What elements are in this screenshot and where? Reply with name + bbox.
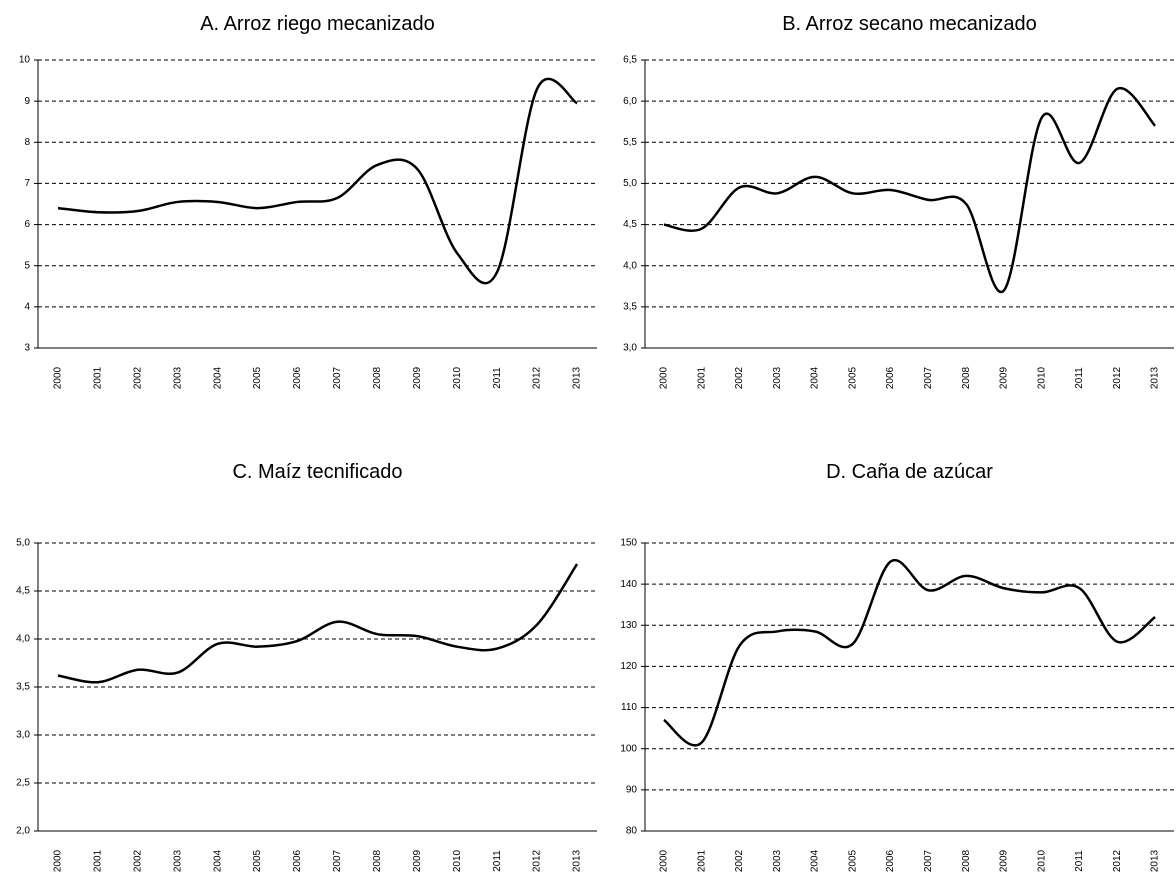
x-tick-label: 2004 <box>810 366 821 389</box>
y-tick-label: 6,0 <box>623 96 637 107</box>
x-tick-label: 2000 <box>53 849 64 872</box>
x-tick-label: 2006 <box>885 366 896 389</box>
x-tick-label: 2001 <box>696 366 707 389</box>
x-tick-label: 2008 <box>372 366 383 389</box>
x-tick-label: 2003 <box>172 366 183 389</box>
y-tick-label: 7 <box>24 178 30 189</box>
x-tick-label: 2013 <box>572 849 583 872</box>
y-tick-label: 2,5 <box>16 778 30 789</box>
x-tick-label: 2008 <box>961 849 972 872</box>
x-tick-label: 2005 <box>847 849 858 872</box>
x-tick-label: 2005 <box>252 366 263 389</box>
x-tick-label: 2013 <box>572 366 583 389</box>
x-tick-label: 2000 <box>659 849 670 872</box>
x-tick-label: 2005 <box>252 849 263 872</box>
y-tick-label: 3 <box>24 343 30 354</box>
y-tick-label: 150 <box>620 538 637 549</box>
y-tick-label: 2,0 <box>16 826 30 837</box>
y-tick-label: 140 <box>620 579 637 590</box>
x-tick-label: 2012 <box>532 366 543 389</box>
x-tick-label: 2009 <box>412 849 423 872</box>
y-tick-label: 120 <box>620 661 637 672</box>
y-tick-label: 100 <box>620 743 637 754</box>
x-tick-label: 2012 <box>532 849 543 872</box>
x-tick-label: 2007 <box>332 366 343 389</box>
x-tick-label: 2010 <box>1036 849 1047 872</box>
x-tick-label: 2002 <box>734 849 745 872</box>
x-tick-label: 2005 <box>847 366 858 389</box>
y-tick-label: 3,5 <box>623 301 637 312</box>
x-tick-label: 2012 <box>1112 366 1123 389</box>
y-tick-label: 5,5 <box>623 137 637 148</box>
x-tick-label: 2003 <box>172 849 183 872</box>
y-tick-label: 3,0 <box>623 343 637 354</box>
x-tick-label: 2010 <box>452 849 463 872</box>
y-tick-label: 9 <box>24 96 30 107</box>
x-tick-label: 2011 <box>492 850 503 872</box>
y-tick-label: 10 <box>19 55 31 66</box>
x-tick-label: 2009 <box>999 366 1010 389</box>
y-tick-label: 6 <box>24 219 30 230</box>
y-tick-label: 4 <box>24 301 30 312</box>
y-tick-label: 3,0 <box>16 730 30 741</box>
x-tick-label: 2001 <box>696 849 707 872</box>
x-tick-label: 2010 <box>1036 366 1047 389</box>
y-tick-label: 5,0 <box>16 538 30 549</box>
x-tick-label: 2004 <box>212 366 223 389</box>
line <box>663 87 1157 294</box>
x-tick-label: 2007 <box>332 849 343 872</box>
x-tick-label: 2001 <box>93 849 104 872</box>
line <box>57 563 579 684</box>
x-tick-label: 2002 <box>734 366 745 389</box>
x-tick-label: 2002 <box>132 366 143 389</box>
x-tick-label: 2011 <box>1074 850 1085 872</box>
y-tick-label: 3,5 <box>16 682 30 693</box>
y-tick-label: 5 <box>24 260 30 271</box>
x-tick-label: 2007 <box>923 366 934 389</box>
x-tick-label: 2006 <box>885 849 896 872</box>
x-tick-label: 2009 <box>999 849 1010 872</box>
x-tick-label: 2004 <box>212 849 223 872</box>
y-tick-label: 6,5 <box>623 55 637 66</box>
chart-title: B. Arroz secano mecanizado <box>782 13 1037 35</box>
x-tick-label: 2006 <box>292 366 303 389</box>
y-tick-label: 4,5 <box>623 219 637 230</box>
chart-title: A. Arroz riego mecanizado <box>200 13 435 35</box>
y-tick-label: 4,0 <box>16 634 30 645</box>
x-tick-label: 2013 <box>1150 366 1161 389</box>
x-tick-label: 2007 <box>923 849 934 872</box>
y-tick-label: 130 <box>620 620 637 631</box>
y-tick-label: 5,0 <box>623 178 637 189</box>
y-tick-label: 4,0 <box>623 260 637 271</box>
x-tick-label: 2008 <box>961 366 972 389</box>
y-tick-label: 80 <box>626 826 638 837</box>
y-tick-label: 90 <box>626 784 638 795</box>
chart-title: D. Caña de azúcar <box>826 461 993 483</box>
x-tick-label: 2011 <box>1074 367 1085 389</box>
line <box>663 558 1156 747</box>
x-tick-label: 2011 <box>492 367 503 389</box>
x-tick-label: 2009 <box>412 366 423 389</box>
x-tick-label: 2002 <box>132 849 143 872</box>
x-tick-label: 2006 <box>292 849 303 872</box>
y-tick-label: 110 <box>621 702 637 713</box>
x-tick-label: 2003 <box>772 366 783 389</box>
x-tick-label: 2012 <box>1112 849 1123 872</box>
x-tick-label: 2003 <box>772 849 783 872</box>
x-tick-label: 2004 <box>810 849 821 872</box>
x-tick-label: 2010 <box>452 366 463 389</box>
x-tick-label: 2013 <box>1150 849 1161 872</box>
chart-title: C. Maíz tecnificado <box>232 461 402 483</box>
x-tick-label: 2008 <box>372 849 383 872</box>
y-tick-label: 4,5 <box>16 586 30 597</box>
x-tick-label: 2000 <box>659 366 670 389</box>
line <box>57 77 578 285</box>
x-tick-label: 2001 <box>93 366 104 389</box>
x-tick-label: 2000 <box>53 366 64 389</box>
y-tick-label: 8 <box>24 137 30 148</box>
